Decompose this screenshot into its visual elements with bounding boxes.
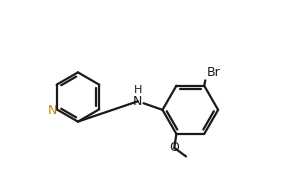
Text: O: O	[169, 141, 179, 154]
Text: N: N	[133, 95, 142, 108]
Text: N: N	[48, 104, 58, 117]
Text: Br: Br	[206, 66, 220, 79]
Text: H: H	[134, 85, 142, 94]
